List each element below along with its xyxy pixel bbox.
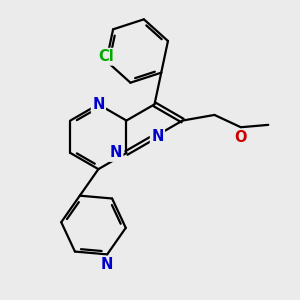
Text: N: N	[92, 97, 105, 112]
Text: N: N	[151, 129, 164, 144]
Text: O: O	[235, 130, 247, 145]
Text: N: N	[101, 257, 113, 272]
Text: Cl: Cl	[98, 49, 114, 64]
Text: N: N	[110, 146, 122, 160]
